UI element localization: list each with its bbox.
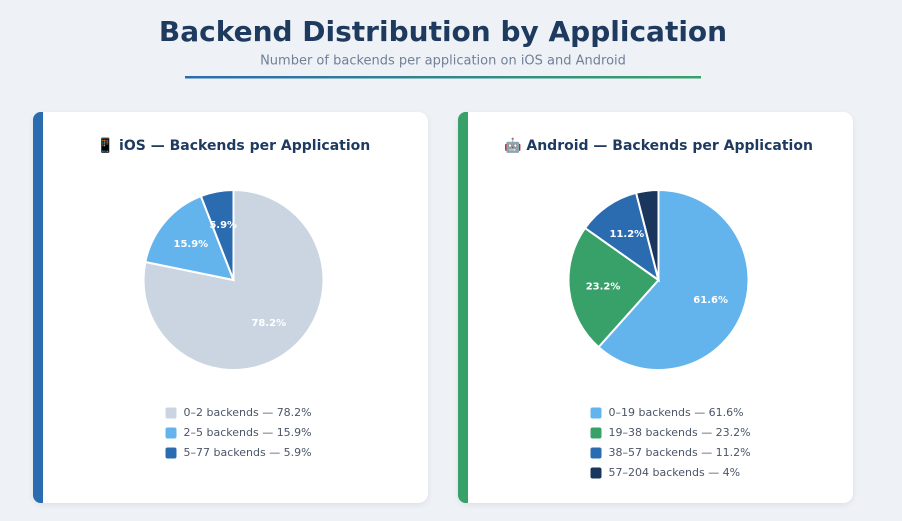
data-label: 5.9% xyxy=(209,220,237,231)
page-subtitle: Number of backends per application on iO… xyxy=(260,54,626,69)
legend-label: 57–204 backends — 4% xyxy=(609,466,741,479)
data-label: 15.9% xyxy=(173,239,208,250)
card-accent xyxy=(457,112,468,503)
legend-swatch xyxy=(590,427,602,439)
legend-swatch xyxy=(165,407,177,419)
legend-label: 0–2 backends — 78.2% xyxy=(184,406,312,419)
legend-swatch xyxy=(165,447,177,459)
page-title: Backend Distribution by Application xyxy=(159,15,727,48)
legend-swatch xyxy=(590,467,602,479)
pie-slice xyxy=(567,226,660,349)
pie-slice xyxy=(583,191,661,283)
data-label: 23.2% xyxy=(586,281,621,292)
data-label: 11.2% xyxy=(609,229,644,240)
legend-swatch xyxy=(590,407,602,419)
pie-slice xyxy=(634,188,660,281)
legend-label: 2–5 backends — 15.9% xyxy=(184,426,312,439)
legend-label: 19–38 backends — 23.2% xyxy=(609,426,751,439)
title-underline xyxy=(185,76,701,79)
card-accent xyxy=(32,112,43,503)
legend-swatch xyxy=(590,447,602,459)
pie-slice xyxy=(144,194,236,282)
legend-label: 38–57 backends — 11.2% xyxy=(609,446,751,459)
data-label: 61.6% xyxy=(693,295,728,306)
legend-label: 5–77 backends — 5.9% xyxy=(184,446,312,459)
card-title: 🤖 Android — Backends per Application xyxy=(504,137,813,154)
card-title: 📱 iOS — Backends per Application xyxy=(97,137,370,154)
data-label: 78.2% xyxy=(251,318,286,329)
legend-label: 0–19 backends — 61.6% xyxy=(609,406,744,419)
pie-slice xyxy=(199,188,235,281)
pie-slice xyxy=(597,188,750,371)
legend-swatch xyxy=(165,427,177,439)
